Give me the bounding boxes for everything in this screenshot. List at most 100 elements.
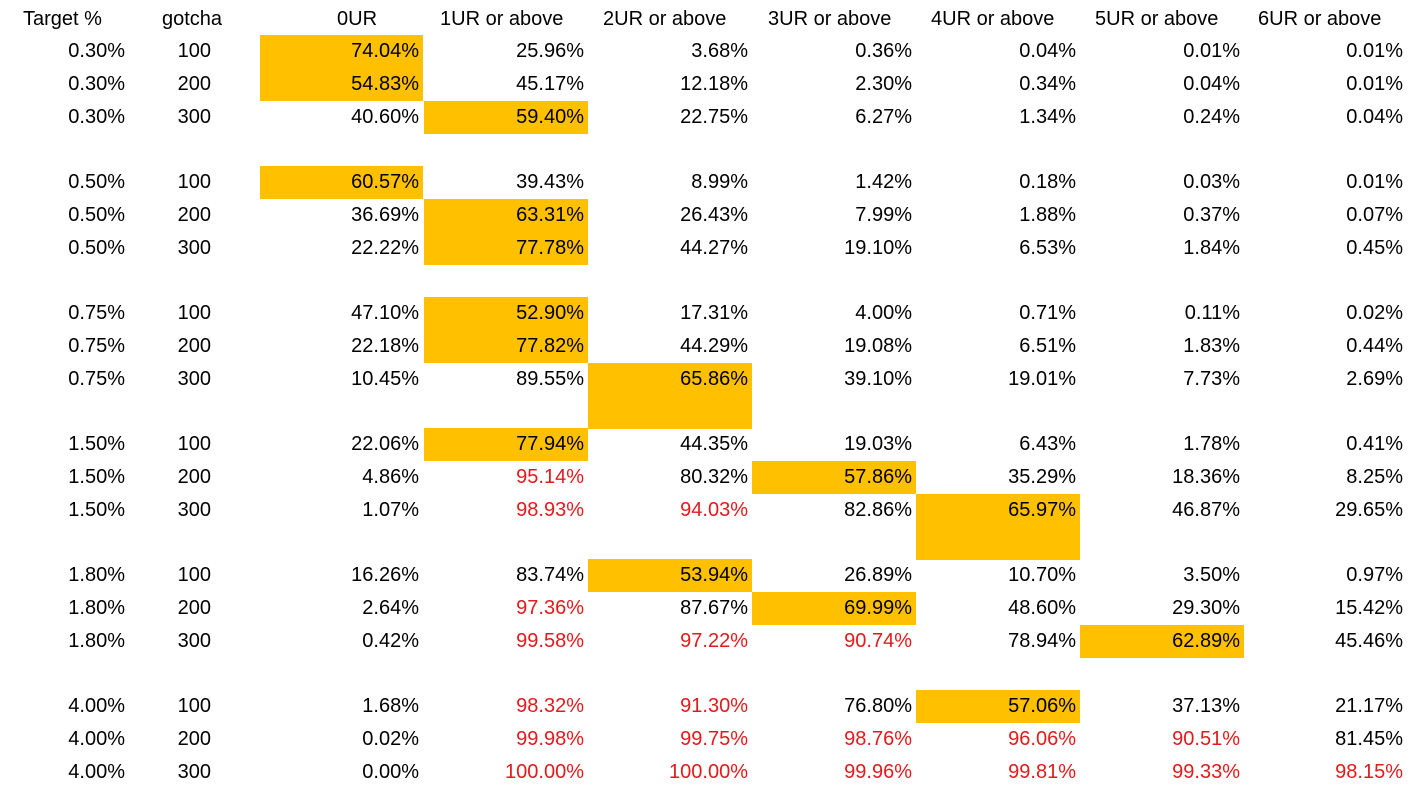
- cell-target-pct: 4.00%: [68, 695, 125, 717]
- cell-1ur: 99.58%: [516, 630, 584, 652]
- cell-4ur: 35.29%: [1008, 466, 1076, 488]
- cell-1ur: 100.00%: [505, 761, 584, 783]
- cell-1ur: 83.74%: [516, 564, 584, 586]
- cell-3ur: 57.86%: [752, 461, 916, 494]
- cell-target-pct: 0.75%: [68, 335, 125, 357]
- cell-target-pct: 1.80%: [68, 564, 125, 586]
- table-row: 4.00% 200 0.02% 99.98% 99.75% 98.76% 96.06% 90.…: [0, 723, 1409, 756]
- cell-gotcha: 200: [177, 73, 211, 95]
- cell-target-pct: 1.80%: [68, 630, 125, 652]
- cell-0ur: 1.07%: [362, 499, 419, 521]
- cell-2ur: 44.29%: [680, 335, 748, 357]
- cell-1ur: 77.94%: [424, 428, 588, 461]
- cell-0ur: 36.69%: [351, 204, 419, 226]
- cell-target-pct: 0.30%: [68, 73, 125, 95]
- cell-2ur: 100.00%: [669, 761, 748, 783]
- cell-4ur: 65.97%: [916, 494, 1080, 560]
- cell-4ur: 0.18%: [1019, 171, 1076, 193]
- cell-3ur: 4.00%: [855, 302, 912, 324]
- cell-5ur: 1.78%: [1183, 433, 1240, 455]
- cell-2ur: 65.86%: [588, 363, 752, 429]
- cell-4ur: 6.43%: [1019, 433, 1076, 455]
- cell-gotcha: 200: [177, 597, 211, 619]
- cell-3ur: 98.76%: [844, 728, 912, 750]
- cell-2ur: 22.75%: [680, 106, 748, 128]
- cell-0ur: 0.42%: [362, 630, 419, 652]
- cell-4ur: 96.06%: [1008, 728, 1076, 750]
- cell-0ur: 10.45%: [351, 368, 419, 390]
- header-5ur-or-above: 5UR or above: [1095, 8, 1219, 30]
- cell-4ur: 6.53%: [1019, 237, 1076, 259]
- cell-0ur: 0.00%: [362, 761, 419, 783]
- cell-target-pct: 4.00%: [68, 728, 125, 750]
- cell-target-pct: 1.50%: [68, 466, 125, 488]
- cell-5ur: 46.87%: [1172, 499, 1240, 521]
- cell-6ur: 0.07%: [1346, 204, 1403, 226]
- cell-gotcha: 300: [177, 237, 211, 259]
- cell-target-pct: 0.50%: [68, 237, 125, 259]
- cell-0ur: 74.04%: [260, 35, 423, 68]
- cell-target-pct: 1.50%: [68, 433, 125, 455]
- cell-0ur: 2.64%: [362, 597, 419, 619]
- cell-2ur: 3.68%: [691, 40, 748, 62]
- table-row: 1.80% 100 16.26% 83.74% 53.94% 26.89% 10.70% 3.…: [0, 559, 1409, 592]
- cell-5ur: 0.01%: [1183, 40, 1240, 62]
- cell-5ur: 0.37%: [1183, 204, 1240, 226]
- cell-gotcha: 100: [177, 302, 211, 324]
- cell-3ur: 1.42%: [855, 171, 912, 193]
- cell-3ur: 6.27%: [855, 106, 912, 128]
- cell-gotcha: 200: [177, 728, 211, 750]
- table-row: 0.30% 200 54.83% 45.17% 12.18% 2.30% 0.34% 0.04…: [0, 68, 1409, 101]
- cell-5ur: 7.73%: [1183, 368, 1240, 390]
- cell-4ur: 6.51%: [1019, 335, 1076, 357]
- cell-5ur: 0.03%: [1183, 171, 1240, 193]
- table-row: 0.50% 300 22.22% 77.78% 44.27% 19.10% 6.53% 1.8…: [0, 232, 1409, 265]
- cell-2ur: 91.30%: [680, 695, 748, 717]
- cell-target-pct: 0.30%: [68, 106, 125, 128]
- cell-4ur: 1.34%: [1019, 106, 1076, 128]
- cell-1ur: 99.98%: [516, 728, 584, 750]
- cell-1ur: 25.96%: [516, 40, 584, 62]
- cell-1ur: 97.36%: [516, 597, 584, 619]
- cell-2ur: 94.03%: [680, 499, 748, 521]
- cell-gotcha: 200: [177, 466, 211, 488]
- table-row: 0.75% 200 22.18% 77.82% 44.29% 19.08% 6.51% 1.8…: [0, 330, 1409, 363]
- cell-target-pct: 0.50%: [68, 171, 125, 193]
- cell-4ur: 99.81%: [1008, 761, 1076, 783]
- cell-3ur: 69.99%: [752, 592, 916, 625]
- cell-6ur: 2.69%: [1346, 368, 1403, 390]
- cell-6ur: 0.41%: [1346, 433, 1403, 455]
- cell-1ur: 98.93%: [516, 499, 584, 521]
- cell-target-pct: 0.75%: [68, 368, 125, 390]
- cell-3ur: 2.30%: [855, 73, 912, 95]
- cell-5ur: 62.89%: [1080, 625, 1244, 658]
- cell-2ur: 80.32%: [680, 466, 748, 488]
- cell-6ur: 15.42%: [1335, 597, 1403, 619]
- cell-6ur: 0.01%: [1346, 73, 1403, 95]
- table-row: 0.50% 100 60.57% 39.43% 8.99% 1.42% 0.18% 0.03%…: [0, 166, 1409, 199]
- cell-1ur: 77.82%: [424, 330, 588, 363]
- cell-5ur: 29.30%: [1172, 597, 1240, 619]
- header-target-pct: Target %: [23, 8, 102, 30]
- cell-6ur: 21.17%: [1335, 695, 1403, 717]
- cell-target-pct: 0.50%: [68, 204, 125, 226]
- cell-gotcha: 300: [177, 499, 211, 521]
- cell-5ur: 90.51%: [1172, 728, 1240, 750]
- cell-0ur: 47.10%: [351, 302, 419, 324]
- cell-3ur: 99.96%: [844, 761, 912, 783]
- cell-1ur: 63.31%: [424, 199, 588, 232]
- cell-0ur: 1.68%: [362, 695, 419, 717]
- cell-4ur: 57.06%: [916, 690, 1080, 723]
- cell-2ur: 8.99%: [691, 171, 748, 193]
- table-row: 4.00% 100 1.68% 98.32% 91.30% 76.80% 57.06% 37.…: [0, 690, 1409, 723]
- cell-4ur: 19.01%: [1008, 368, 1076, 390]
- header-3ur-or-above: 3UR or above: [768, 8, 892, 30]
- cell-6ur: 0.02%: [1346, 302, 1403, 324]
- cell-4ur: 0.04%: [1019, 40, 1076, 62]
- cell-6ur: 0.45%: [1346, 237, 1403, 259]
- cell-3ur: 76.80%: [844, 695, 912, 717]
- cell-1ur: 39.43%: [516, 171, 584, 193]
- cell-target-pct: 1.50%: [68, 499, 125, 521]
- cell-0ur: 0.02%: [362, 728, 419, 750]
